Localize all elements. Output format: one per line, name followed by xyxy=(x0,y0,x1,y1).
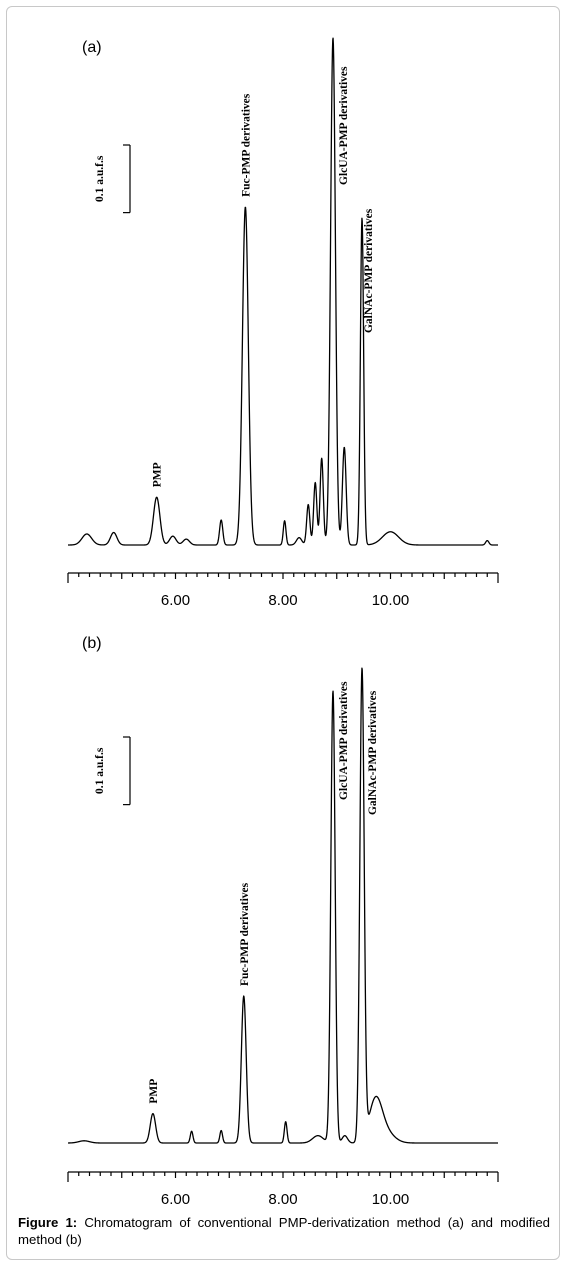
peak-label-a: PMP xyxy=(152,462,164,487)
peak-label-a: GlcUA-PMP derivatives xyxy=(338,66,350,185)
chromatogram-trace-b xyxy=(67,667,499,1144)
chromatogram-trace-a xyxy=(67,37,499,546)
x-axis-a: 6.00 8.00 10.00 xyxy=(67,572,499,609)
figure-caption: Figure 1: Chromatogram of conventional P… xyxy=(18,1214,550,1248)
x-tick-label-b: 8.00 xyxy=(268,1191,297,1208)
peak-label-b: GlcUA-PMP derivatives xyxy=(338,681,350,800)
peak-annotations-a: PMP Fuc-PMP derivatives GlcUA-PMP derivati… xyxy=(152,66,375,487)
caption-text: Chromatogram of conventional PMP-derivat… xyxy=(18,1215,551,1247)
chromatogram-panel-b: (b) 0.1 a.u.f.s 6.00 8.00 10.00 PMP Fuc-PMP… xyxy=(0,600,567,1208)
peak-label-b: GalNAc-PMP derivatives xyxy=(367,690,379,815)
chromatogram-panel-a: (a) 0.1 a.u.f.s 6.00 8.00 10.00 PMP Fuc-PMP… xyxy=(0,0,567,609)
x-tick-label-b: 10.00 xyxy=(372,1191,410,1208)
peak-annotations-b: PMP Fuc-PMP derivatives GlcUA-PMP derivati… xyxy=(148,681,379,1104)
scale-bar-a xyxy=(123,144,131,214)
figure-frame xyxy=(6,6,560,1260)
x-tick-label-a: 10.00 xyxy=(372,592,410,609)
peak-label-a: Fuc-PMP derivatives xyxy=(240,93,252,197)
x-axis-b: 6.00 8.00 10.00 xyxy=(67,1171,499,1208)
peak-label-b: Fuc-PMP derivatives xyxy=(239,882,251,986)
scale-bar-label-b: 0.1 a.u.f.s xyxy=(94,747,106,794)
chromatogram-a-plot: (a) 0.1 a.u.f.s 6.00 8.00 10.00 PMP Fuc-PMP… xyxy=(67,37,499,609)
x-tick-label-b: 6.00 xyxy=(161,1191,190,1208)
x-tick-label-a: 6.00 xyxy=(161,592,190,609)
scale-bar-label-a: 0.1 a.u.f.s xyxy=(94,155,106,202)
x-tick-label-a: 8.00 xyxy=(268,592,297,609)
caption-label: Figure 1: xyxy=(18,1215,78,1230)
peak-label-a: GalNAc-PMP derivatives xyxy=(363,208,375,333)
peak-label-b: PMP xyxy=(148,1079,160,1104)
scale-bar-b xyxy=(123,736,131,806)
panel-label-b: (b) xyxy=(82,635,102,652)
chromatogram-b-plot: (b) 0.1 a.u.f.s 6.00 8.00 10.00 PMP Fuc-PMP… xyxy=(67,635,499,1208)
panel-label-a: (a) xyxy=(82,39,102,56)
